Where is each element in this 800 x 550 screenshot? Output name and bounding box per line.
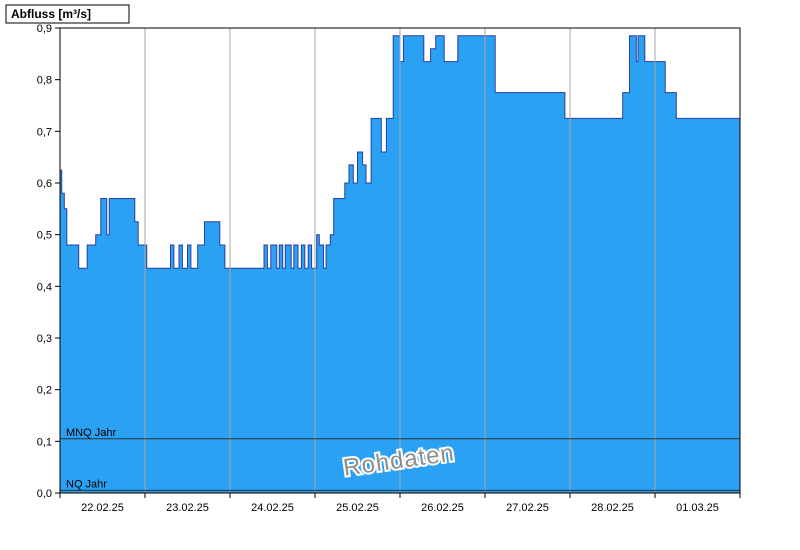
- ref-line-label: NQ Jahr: [66, 478, 107, 490]
- x-tick-label: 23.02.25: [166, 502, 209, 514]
- chart-title-frame: [5, 4, 130, 24]
- y-tick-label: 0,0: [37, 488, 52, 500]
- x-tick-label: 01.03.25: [676, 502, 719, 514]
- chart-title-box: Abfluss [m³/s]: [5, 4, 130, 24]
- y-tick-label: 0,9: [37, 23, 52, 35]
- x-tick-label: 27.02.25: [506, 502, 549, 514]
- x-tick-label: 22.02.25: [81, 502, 124, 514]
- y-tick-label: 0,1: [37, 436, 52, 448]
- reference-lines-group: MNQ Jahr NQ Jahr: [60, 427, 740, 491]
- x-tick-label: 25.02.25: [336, 502, 379, 514]
- ref-line-label: MNQ Jahr: [66, 427, 116, 439]
- y-tick-label: 0,4: [37, 281, 52, 293]
- x-tick-label: 24.02.25: [251, 502, 294, 514]
- y-tick-label: 0,3: [37, 333, 52, 345]
- x-tick-label: 28.02.25: [591, 502, 634, 514]
- chart-title: Abfluss [m³/s]: [11, 7, 91, 21]
- y-tick-label: 0,6: [37, 178, 52, 190]
- y-tick-label: 0,8: [37, 75, 52, 87]
- y-tick-label: 0,7: [37, 126, 52, 138]
- y-tick-label: 0,2: [37, 385, 52, 397]
- x-axis: 22.02.25 23.02.25 24.02.25 25.02.25 26.02.25…: [59, 493, 741, 514]
- y-axis: 0,0 0,1 0,2 0,3 0,4 0,5 0,6 0,7 0,8 0,9: [37, 23, 60, 500]
- gridlines-group: [144, 28, 656, 493]
- y-tick-label: 0,5: [37, 230, 52, 242]
- x-tick-label: 26.02.25: [421, 502, 464, 514]
